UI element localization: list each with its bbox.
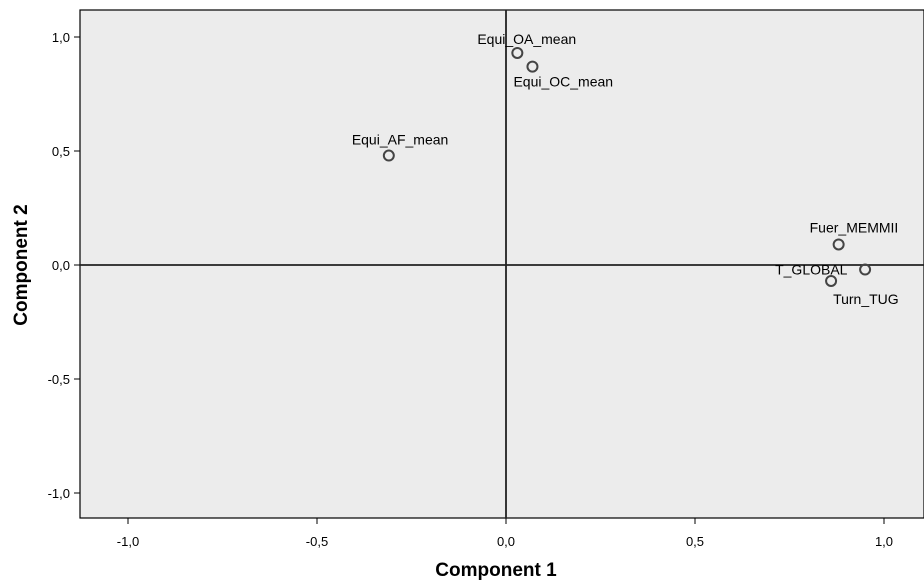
y-axis-ticks: 1,0 0,5 0,0 -0,5 -1,0 xyxy=(48,30,80,501)
y-tick-label: -0,5 xyxy=(48,372,70,387)
x-axis-title: Component 1 xyxy=(435,560,557,581)
point-label: Equi_OC_mean xyxy=(513,74,613,90)
data-point xyxy=(511,46,524,59)
plot-area xyxy=(79,9,924,519)
data-point xyxy=(382,149,395,162)
x-tick-label: 1,0 xyxy=(875,534,893,549)
x-tick-label: -0,5 xyxy=(306,534,328,549)
x-tick-label: 0,5 xyxy=(686,534,704,549)
x-tick-label: -1,0 xyxy=(117,534,139,549)
data-point xyxy=(859,263,872,276)
point-labels: Equi_OA_mean Equi_OC_mean Equi_AF_mean Fuer… xyxy=(352,31,899,307)
x-axis-ticks: -1,0 -0,5 0,0 0,5 1,0 xyxy=(117,518,893,549)
point-label: Equi_OA_mean xyxy=(477,31,576,47)
point-label: Turn_TUG xyxy=(833,291,899,307)
x-tick-label: 0,0 xyxy=(497,534,515,549)
point-label: T_GLOBAL xyxy=(775,262,848,278)
y-tick-label: -1,0 xyxy=(48,486,70,501)
reference-lines xyxy=(80,10,924,518)
y-axis-title: Component 2 xyxy=(11,204,32,325)
data-point xyxy=(825,274,838,287)
y-tick-label: 0,0 xyxy=(52,258,70,273)
y-tick-label: 1,0 xyxy=(52,30,70,45)
point-label: Fuer_MEMMII xyxy=(810,219,899,235)
point-label: Equi_AF_mean xyxy=(352,132,449,148)
data-point xyxy=(832,238,845,251)
data-points xyxy=(382,46,872,287)
y-tick-label: 0,5 xyxy=(52,144,70,159)
data-point xyxy=(526,60,539,73)
